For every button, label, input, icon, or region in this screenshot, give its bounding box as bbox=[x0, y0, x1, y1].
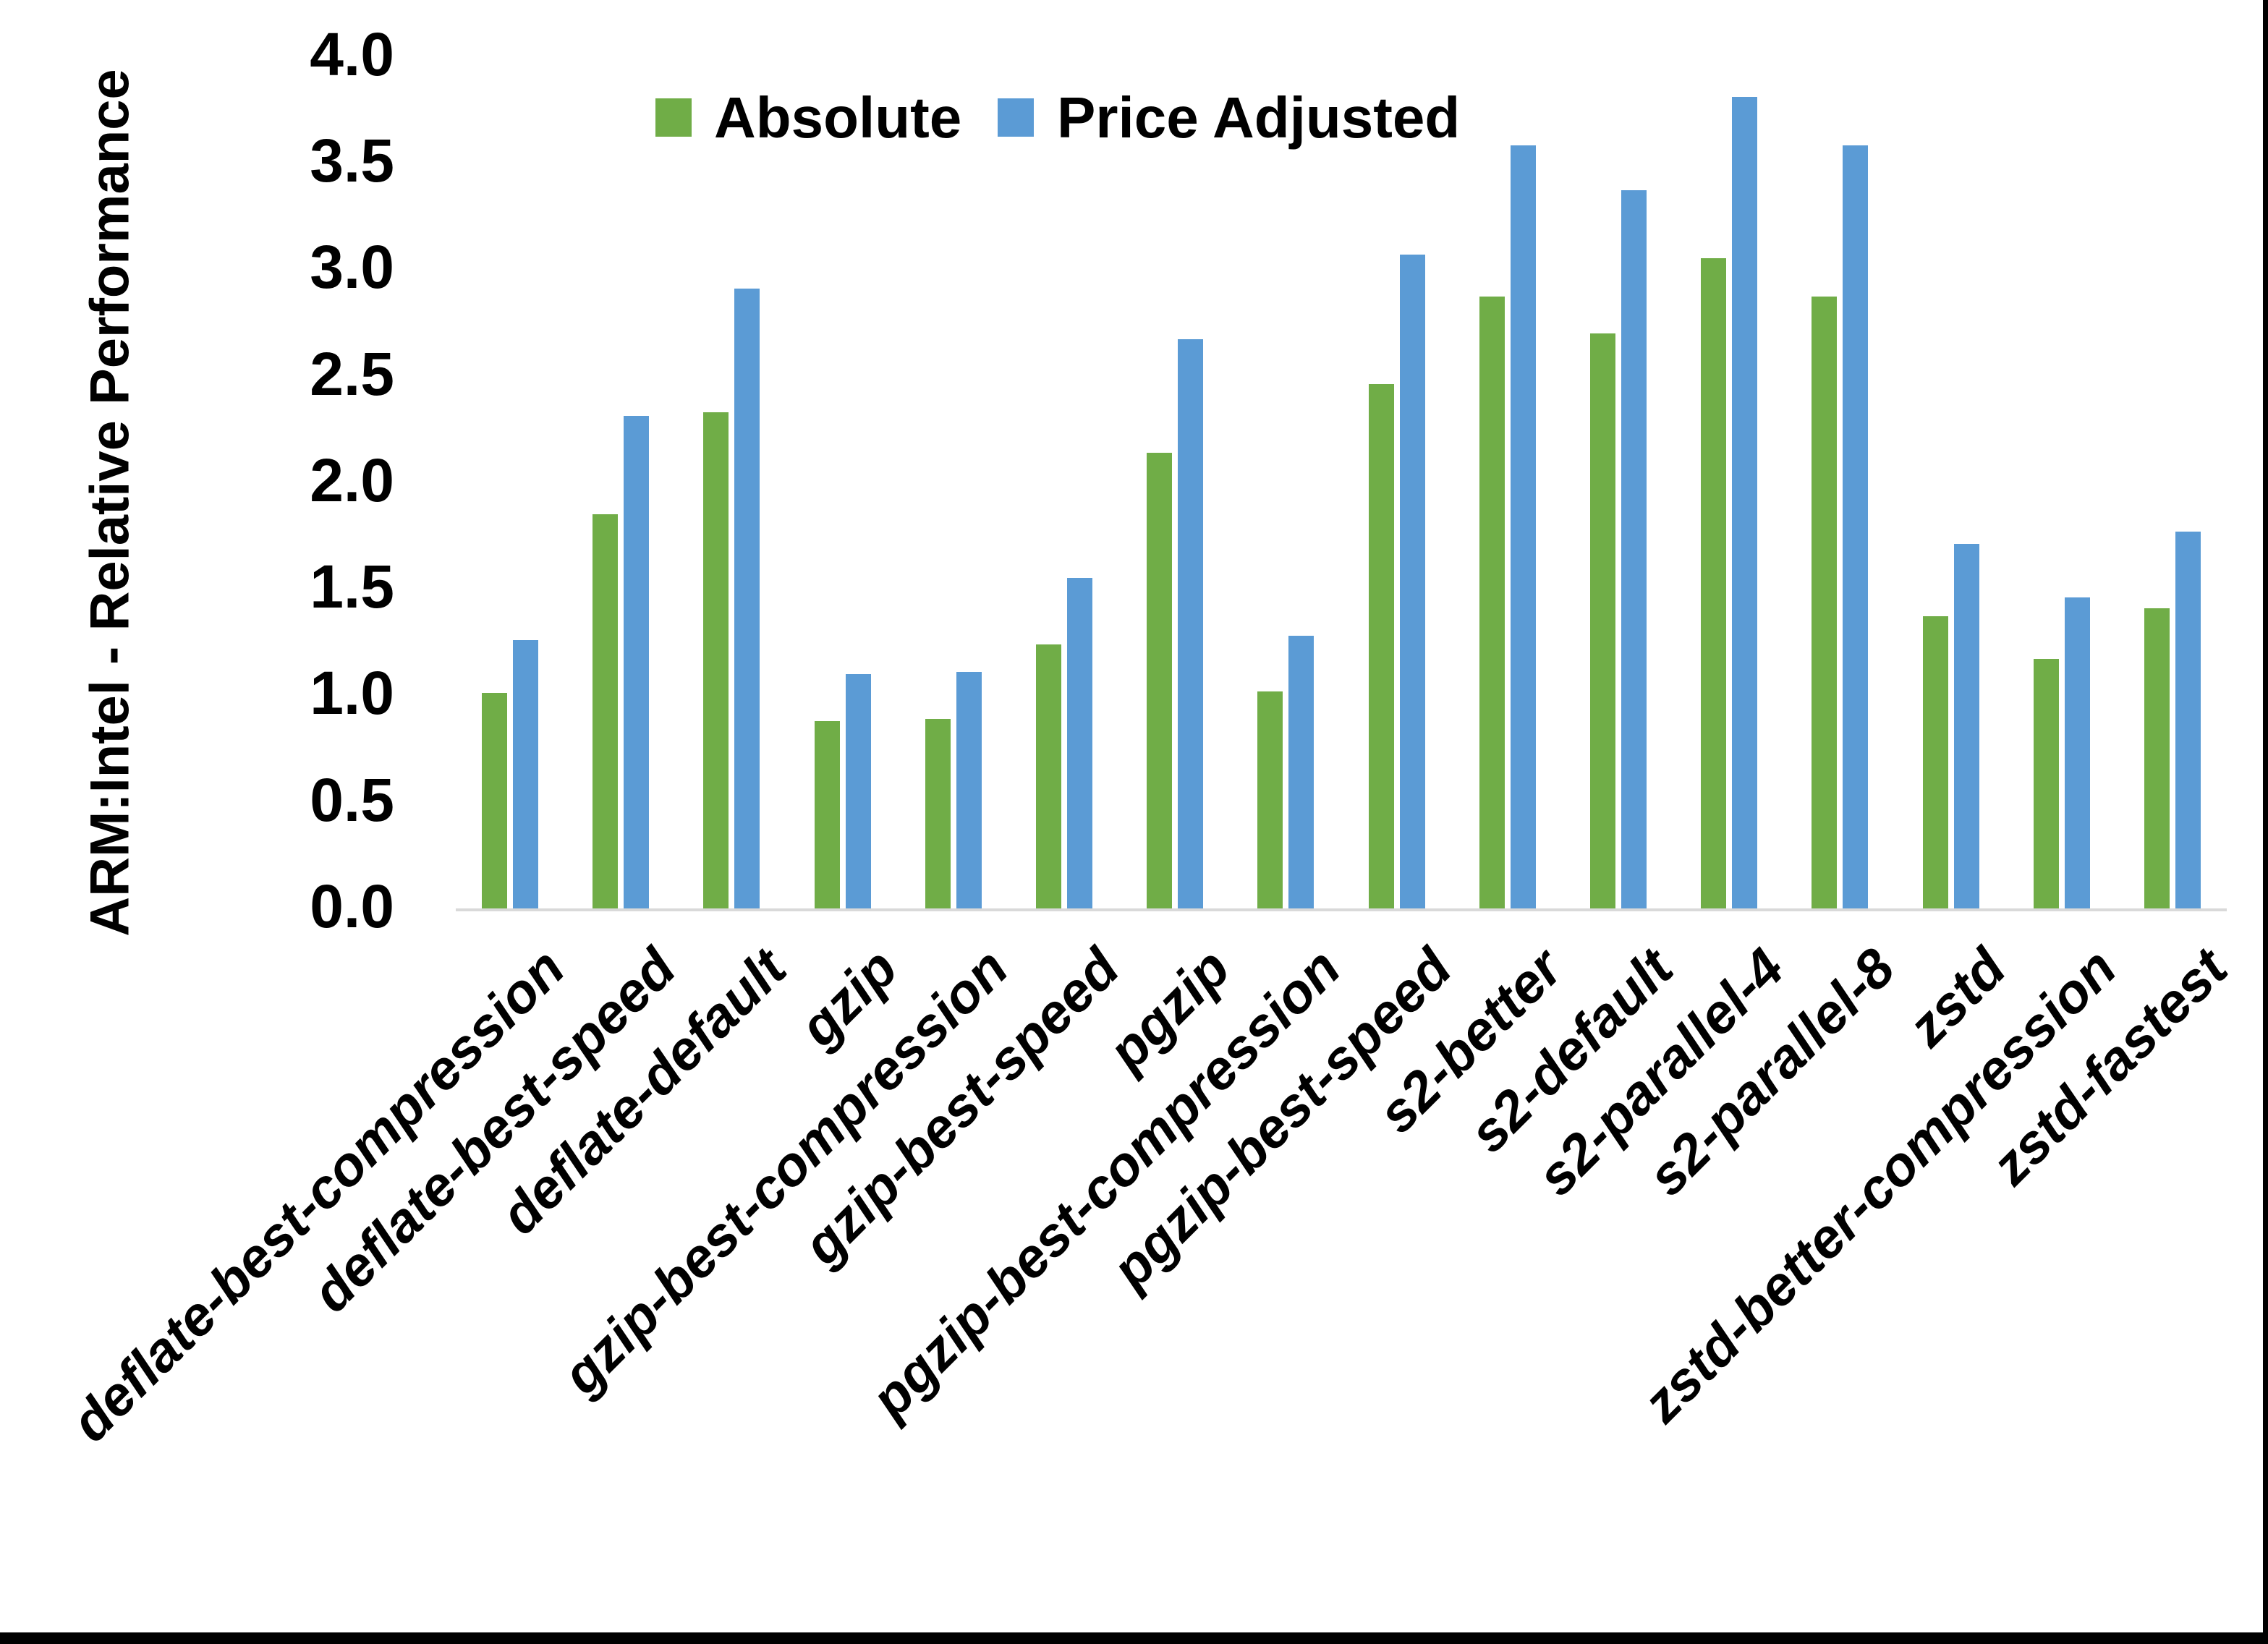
bar-absolute-zstd-fastest bbox=[2144, 608, 2170, 908]
bar-absolute-gzip-best-speed bbox=[1036, 644, 1061, 908]
bar-absolute-s2-default bbox=[1590, 333, 1615, 908]
bar-price-adjusted-deflate-best-compression bbox=[513, 639, 538, 908]
bar-price-adjusted-gzip bbox=[845, 673, 871, 908]
y-tick-1.0: 1.0 bbox=[310, 659, 394, 728]
bar-price-adjusted-pgzip-best-speed bbox=[1399, 254, 1425, 908]
bar-price-adjusted-s2-parallel-8 bbox=[1843, 145, 1869, 908]
bar-price-adjusted-s2-default bbox=[1621, 190, 1647, 908]
bar-price-adjusted-deflate-best-speed bbox=[624, 416, 650, 908]
y-tick-0.5: 0.5 bbox=[310, 765, 394, 834]
bar-price-adjusted-gzip-best-compression bbox=[956, 671, 982, 908]
bar-absolute-deflate-best-compression bbox=[482, 693, 507, 908]
bar-price-adjusted-s2-parallel-4 bbox=[1732, 96, 1758, 908]
y-tick-1.5: 1.5 bbox=[310, 553, 394, 621]
bar-price-adjusted-zstd-fastest bbox=[2175, 531, 2201, 908]
bar-price-adjusted-pgzip bbox=[1178, 339, 1204, 908]
y-axis-title: ARM:Intel - Relative Performance bbox=[79, 69, 141, 937]
image-border-bottom bbox=[0, 1632, 2268, 1644]
bar-absolute-zstd-better-compression bbox=[2033, 659, 2059, 908]
legend-label-absolute: Absolute bbox=[714, 85, 962, 150]
bar-absolute-gzip bbox=[814, 720, 840, 908]
y-tick-2.0: 2.0 bbox=[310, 446, 394, 514]
bar-price-adjusted-deflate-default bbox=[734, 288, 760, 908]
y-tick-2.5: 2.5 bbox=[310, 339, 394, 408]
bar-absolute-s2-parallel-8 bbox=[1812, 297, 1838, 908]
image-border-right bbox=[2263, 0, 2268, 1644]
bar-absolute-gzip-best-compression bbox=[925, 718, 951, 908]
y-tick-4.0: 4.0 bbox=[310, 20, 394, 88]
bar-absolute-deflate-best-speed bbox=[593, 514, 619, 908]
bar-absolute-pgzip-best-speed bbox=[1368, 384, 1394, 908]
bar-price-adjusted-s2-better bbox=[1510, 145, 1536, 908]
bar-absolute-pgzip-best-compression bbox=[1257, 691, 1283, 908]
bar-price-adjusted-gzip-best-speed bbox=[1067, 578, 1092, 908]
bar-price-adjusted-pgzip-best-compression bbox=[1288, 635, 1314, 908]
bar-price-adjusted-zstd-better-compression bbox=[2064, 597, 2090, 908]
bar-absolute-s2-parallel-4 bbox=[1701, 258, 1727, 908]
legend-swatch-absolute bbox=[655, 98, 692, 137]
bar-absolute-s2-better bbox=[1479, 297, 1505, 908]
x-axis-line bbox=[456, 908, 2227, 911]
legend-label-price-adjusted: Price Adjusted bbox=[1057, 85, 1461, 150]
y-tick-3.0: 3.0 bbox=[310, 233, 394, 302]
bar-absolute-deflate-default bbox=[703, 412, 729, 908]
y-tick-3.5: 3.5 bbox=[310, 126, 394, 195]
y-tick-0.0: 0.0 bbox=[310, 872, 394, 940]
bar-absolute-pgzip bbox=[1147, 452, 1173, 908]
bar-absolute-zstd bbox=[1922, 616, 1948, 908]
legend-swatch-price-adjusted bbox=[998, 98, 1034, 137]
bar-price-adjusted-zstd bbox=[1953, 544, 1979, 908]
